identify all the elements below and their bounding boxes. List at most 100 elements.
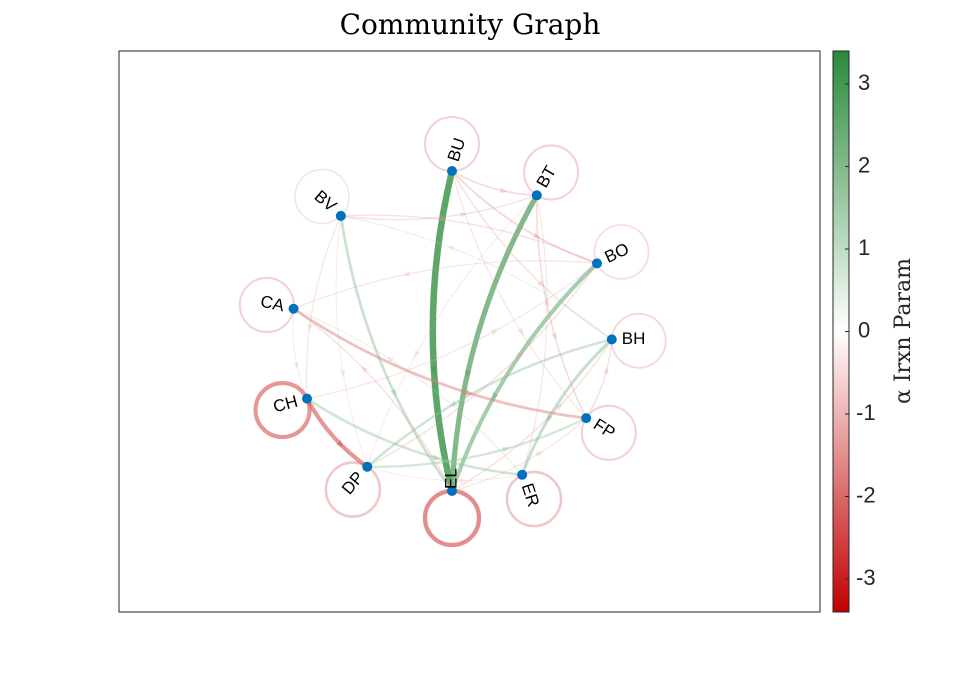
edge-el-ca xyxy=(292,308,453,492)
colorbar-tick-label: 1 xyxy=(858,235,870,260)
edge-bu-fp xyxy=(451,170,587,419)
edge-bu-bh xyxy=(451,170,613,341)
node-fp xyxy=(581,413,592,424)
self-loop-bt xyxy=(523,144,580,201)
edge-bh-er xyxy=(520,337,614,477)
edge-el-fp xyxy=(451,417,587,492)
node-bu xyxy=(447,166,457,176)
edge-fp-bh xyxy=(585,338,613,419)
edge-arrow xyxy=(490,329,498,336)
self-loop-er xyxy=(505,470,563,528)
edge-arrow xyxy=(460,211,468,218)
self-loop-bo xyxy=(593,224,650,280)
edge-arrow xyxy=(361,366,369,374)
edge-ch-er xyxy=(305,397,524,477)
edge-arrow xyxy=(517,327,524,336)
edge-er-ca xyxy=(292,308,523,476)
edge-arrow xyxy=(449,400,458,407)
edge-ch-dp xyxy=(304,396,370,469)
edge-arrow xyxy=(544,298,551,306)
node-label-bh: BH xyxy=(622,329,646,348)
edge-arrow xyxy=(293,361,300,370)
edge-el-bh xyxy=(451,338,613,492)
edge-arrow xyxy=(414,349,421,358)
edge-arrow xyxy=(535,451,543,458)
edge-bo-el xyxy=(449,261,600,494)
edge-bv-el xyxy=(339,214,454,493)
edge-arrow xyxy=(386,356,394,364)
edge-bh-dp xyxy=(365,338,614,468)
edge-arrow xyxy=(551,332,557,341)
node-bt xyxy=(531,190,542,201)
self-loop-dp xyxy=(324,461,382,518)
edge-arrow xyxy=(306,323,313,332)
node-bv xyxy=(335,210,346,221)
edge-bv-dp xyxy=(335,215,368,468)
plot-area xyxy=(118,50,821,613)
edge-arrow xyxy=(336,439,344,448)
node-el xyxy=(447,486,457,496)
colorbar-tick-label: -3 xyxy=(856,565,876,590)
node-label-el: EL xyxy=(441,468,460,489)
edge-arrow xyxy=(402,270,410,277)
colorbar-label: α Irxn Param xyxy=(891,258,916,404)
edge-bu-bt xyxy=(451,170,538,197)
edge-arrow xyxy=(430,366,437,374)
edge-bv-bt xyxy=(340,194,538,221)
figure-title: Community Graph xyxy=(340,8,601,41)
edge-bt-dp xyxy=(366,194,538,468)
edge-bu-el xyxy=(429,167,456,495)
edge-arrow xyxy=(492,392,499,400)
edge-arrow xyxy=(459,477,467,484)
edge-er-bt xyxy=(521,194,548,476)
edge-arrow xyxy=(390,388,396,397)
self-loop-fp xyxy=(580,404,637,461)
self-loop-bv xyxy=(294,168,350,225)
edge-arrow xyxy=(339,369,346,377)
edge-arrow xyxy=(465,370,472,378)
node-dp xyxy=(362,461,373,472)
edges xyxy=(292,167,614,495)
self-loop-ch xyxy=(253,380,312,440)
edge-ca-fp xyxy=(292,307,588,420)
colorbar-tick-label: -2 xyxy=(856,482,876,507)
edge-ca-ch xyxy=(292,308,308,400)
edge-arrow xyxy=(447,245,455,252)
colorbar-tick-label: 2 xyxy=(858,152,870,177)
edge-bv-ch xyxy=(305,215,342,400)
edge-arrow xyxy=(432,454,440,461)
node-ca xyxy=(288,303,299,314)
edge-arrow xyxy=(537,280,545,288)
node-bh xyxy=(606,334,617,345)
node-bo xyxy=(592,258,603,269)
edge-arrow xyxy=(465,389,473,396)
edge-arrow xyxy=(602,366,609,375)
node-er xyxy=(517,469,528,480)
edge-arrow xyxy=(499,187,508,194)
edge-arrow xyxy=(436,216,445,223)
edge-arrow xyxy=(546,414,553,422)
colorbar: 3 2 1 0 -1 -2 -3 α Irxn Param xyxy=(832,50,916,613)
colorbar-tick-label: 0 xyxy=(858,317,870,342)
edge-arrow xyxy=(502,446,510,453)
edge-arrow xyxy=(516,350,525,358)
edge-bo-ca xyxy=(292,260,598,310)
edge-bt-fp xyxy=(535,194,588,419)
edge-dp-fp xyxy=(366,416,588,468)
edge-dp-er xyxy=(366,466,523,481)
edge-bo-bv xyxy=(340,214,598,265)
edge-bh-bv xyxy=(340,215,613,340)
node-ch xyxy=(301,393,312,404)
edge-arrow xyxy=(532,232,541,239)
colorbar-ticks: 3 2 1 0 -1 -2 -3 xyxy=(845,70,876,590)
edge-dp-bo xyxy=(366,262,598,468)
node-label-ca: CA xyxy=(259,292,287,316)
colorbar-tick-label: 3 xyxy=(858,70,870,95)
colorbar-tick-label: -1 xyxy=(856,400,876,425)
edge-arrow xyxy=(555,403,563,411)
edge-ch-bo xyxy=(306,262,598,400)
edge-bu-bo xyxy=(451,170,598,265)
edge-bt-el xyxy=(449,192,540,494)
